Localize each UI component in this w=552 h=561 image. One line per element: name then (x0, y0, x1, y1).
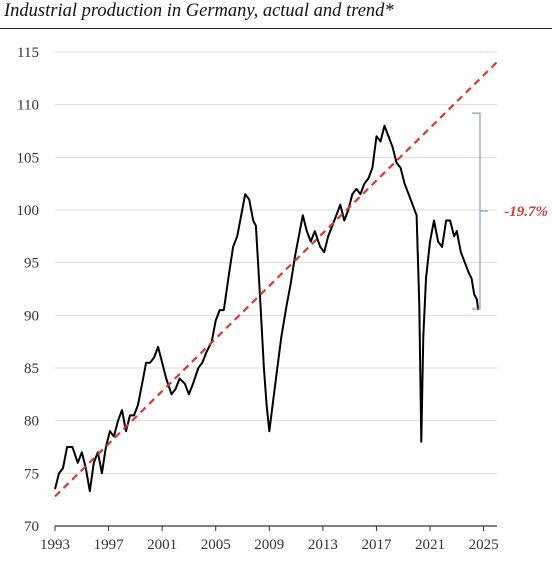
y-tick-label-105: 105 (17, 150, 40, 166)
y-tick-label-115: 115 (17, 45, 39, 61)
x-tick-label-2005: 2005 (201, 537, 231, 553)
y-tick-label-70: 70 (24, 519, 39, 535)
x-tick-label-2021: 2021 (415, 537, 445, 553)
y-tick-label-75: 75 (24, 466, 39, 482)
x-axis: 1993 1997 2001 2005 2009 2013 2017 2021 2025 (40, 525, 499, 553)
y-axis-ticks: 70 75 80 85 90 95 100 105 110 115 (17, 45, 40, 535)
x-tick-label-2013: 2013 (308, 537, 338, 553)
deviation-annotation: -19.7% (472, 112, 548, 310)
deviation-bracket (472, 112, 481, 310)
x-tick-label-2025: 2025 (469, 537, 499, 553)
series-lines (54, 58, 501, 498)
actual-line (54, 124, 480, 493)
y-tick-label-90: 90 (24, 308, 39, 324)
x-tick-label-1993: 1993 (40, 537, 70, 553)
x-tick-label-1997: 1997 (94, 537, 125, 553)
y-tick-label-80: 80 (24, 414, 39, 430)
y-tick-label-100: 100 (17, 203, 40, 219)
y-tick-label-95: 95 (24, 256, 39, 272)
title-divider (0, 28, 552, 29)
x-tick-label-2009: 2009 (254, 537, 284, 553)
y-tick-label-85: 85 (24, 361, 39, 377)
x-tick-label-2017: 2017 (361, 537, 392, 553)
deviation-label: -19.7% (504, 204, 548, 220)
chart-title: Industrial production in Germany, actual… (4, 1, 394, 21)
x-tick-label-2001: 2001 (147, 537, 177, 553)
y-tick-label-110: 110 (17, 98, 39, 114)
trend-line (54, 58, 501, 498)
